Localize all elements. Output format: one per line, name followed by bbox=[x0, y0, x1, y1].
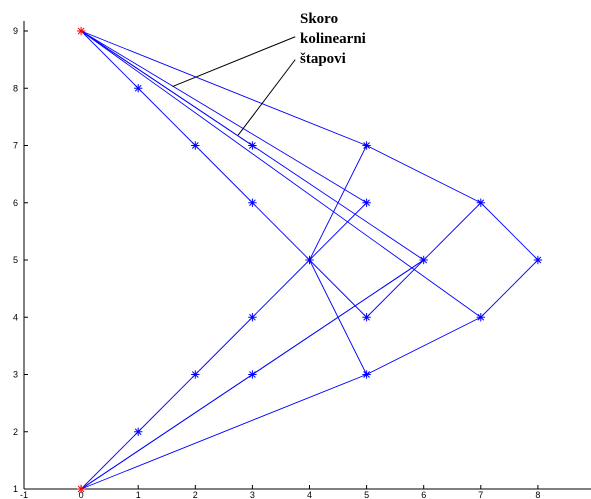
node-marker bbox=[248, 198, 257, 207]
annotation-leader-line bbox=[237, 59, 296, 136]
node-marker bbox=[362, 313, 371, 322]
x-tick-label: 3 bbox=[250, 490, 255, 499]
annotation: Skoro kolinearni štapovi bbox=[172, 11, 366, 136]
truss-member-1 bbox=[80, 30, 367, 204]
y-tick-label: 3 bbox=[13, 370, 18, 380]
node-marker bbox=[134, 427, 143, 436]
truss-member-21 bbox=[194, 316, 253, 375]
node-marker bbox=[191, 141, 200, 150]
node-marker bbox=[476, 313, 485, 322]
annotation-line-3: štapovi bbox=[300, 51, 346, 67]
node-marker bbox=[419, 255, 428, 265]
y-tick-label: 8 bbox=[13, 83, 18, 93]
truss-member-13 bbox=[80, 374, 367, 490]
y-tick-label: 4 bbox=[13, 312, 18, 322]
truss-member-12 bbox=[366, 316, 482, 375]
node-marker bbox=[248, 141, 257, 150]
annotation-line-2: kolinearni bbox=[300, 31, 366, 47]
y-tick-label: 7 bbox=[13, 141, 18, 151]
truss-member-11 bbox=[480, 259, 539, 318]
truss-member-7 bbox=[194, 145, 253, 204]
x-tick-label: 6 bbox=[421, 490, 426, 499]
y-tick-label: 6 bbox=[13, 198, 18, 208]
truss-member-22 bbox=[252, 259, 310, 318]
node-marker bbox=[362, 370, 371, 379]
x-tick-label: 8 bbox=[535, 490, 540, 499]
truss-member-3 bbox=[80, 30, 482, 318]
y-tick-label: 1 bbox=[13, 484, 18, 494]
truss-member-14 bbox=[309, 145, 368, 261]
x-tick-label: 7 bbox=[478, 490, 483, 499]
x-tick-label: 5 bbox=[364, 490, 369, 499]
support-marker bbox=[76, 26, 86, 36]
x-tick-label: 1 bbox=[136, 490, 141, 499]
truss-member-9 bbox=[366, 145, 482, 204]
annotation-leader-line bbox=[172, 36, 296, 87]
node-marker bbox=[191, 370, 200, 379]
truss-member-5 bbox=[80, 30, 139, 89]
node-marker bbox=[248, 370, 257, 379]
truss-member-6 bbox=[137, 87, 196, 146]
x-tick-label: 2 bbox=[193, 490, 198, 499]
truss-member-4 bbox=[80, 30, 253, 146]
node-marker bbox=[533, 255, 543, 265]
y-tick-label: 2 bbox=[13, 427, 18, 437]
truss-member-19 bbox=[80, 431, 139, 490]
node-marker bbox=[362, 198, 371, 207]
members-layer bbox=[80, 30, 539, 490]
nodes-layer bbox=[76, 26, 543, 494]
node-marker bbox=[248, 313, 257, 322]
node-marker bbox=[134, 84, 143, 93]
x-tick-label: 4 bbox=[307, 490, 312, 499]
axes-layer: -1 0 1 2 3 4 5 6 7 8 1 2 3 4 5 6 7 8 9 bbox=[13, 21, 591, 499]
node-marker bbox=[305, 255, 314, 265]
truss-member-20 bbox=[137, 374, 196, 433]
truss-member-0 bbox=[80, 30, 367, 146]
truss-member-8 bbox=[252, 202, 310, 261]
truss-member-15 bbox=[309, 202, 367, 261]
node-marker bbox=[362, 141, 371, 150]
node-marker bbox=[476, 198, 485, 207]
y-tick-label: 9 bbox=[13, 26, 18, 36]
x-tick-label: 0 bbox=[79, 490, 84, 499]
truss-member-16 bbox=[309, 259, 367, 318]
support-marker bbox=[76, 484, 86, 494]
y-tick-label: 5 bbox=[13, 255, 18, 265]
truss-member-10 bbox=[480, 202, 539, 261]
x-tick-label: -1 bbox=[20, 490, 28, 499]
annotation-line-1: Skoro bbox=[300, 11, 338, 27]
